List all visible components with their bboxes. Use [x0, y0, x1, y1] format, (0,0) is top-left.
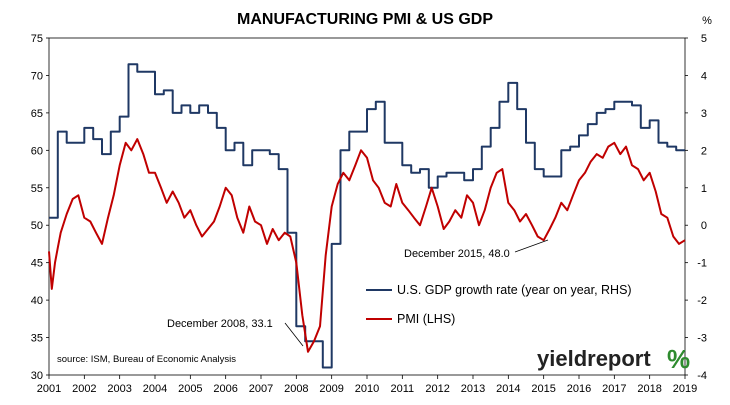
- annotation-text-dec-2008: December 2008, 33.1: [167, 318, 273, 330]
- right-axis: -4 -3 -2 -1 0 1 2 3 4 5: [685, 33, 707, 382]
- x-tick-label: 2013: [461, 383, 485, 395]
- left-tick-label: 70: [31, 70, 43, 82]
- left-tick-label: 40: [31, 295, 43, 307]
- x-axis: 2001 2002 2003 2004 2005 2006 2007 2008 2009 2010…: [37, 375, 697, 395]
- left-tick-label: 65: [31, 108, 43, 120]
- x-tick-label: 2003: [107, 383, 131, 395]
- legend-label-pmi: PMI (LHS): [397, 312, 455, 326]
- left-tick-label: 50: [31, 220, 43, 232]
- gdp-series-line: [49, 63, 685, 369]
- right-tick-label: 0: [701, 220, 707, 232]
- annotation-leader-line: [514, 239, 549, 253]
- left-axis: 30 35 40 45 50 55 60 65 70 75: [31, 33, 49, 382]
- right-tick-label: 2: [701, 145, 707, 157]
- right-tick-label: -2: [697, 295, 707, 307]
- x-tick-label: 2018: [637, 383, 661, 395]
- annotation-leader-line: [284, 322, 304, 347]
- right-tick-label: -4: [697, 370, 707, 382]
- legend-label-gdp: U.S. GDP growth rate (year on year, RHS): [397, 283, 632, 297]
- right-tick-label: 3: [701, 108, 707, 120]
- left-tick-label: 55: [31, 183, 43, 195]
- x-tick-label: 2009: [319, 383, 343, 395]
- x-tick-label: 2012: [425, 383, 449, 395]
- x-tick-label: 2016: [567, 383, 591, 395]
- yieldreport-logo: yieldreport %: [537, 344, 690, 374]
- brand-percent-icon: %: [667, 344, 690, 374]
- left-tick-label: 35: [31, 333, 43, 345]
- x-tick-label: 2001: [37, 383, 61, 395]
- right-tick-label: 1: [701, 183, 707, 195]
- left-tick-label: 30: [31, 370, 43, 382]
- annotation-dec-2015: December 2015, 48.0: [404, 239, 549, 260]
- left-tick-label: 75: [31, 33, 43, 45]
- chart-title: MANUFACTURING PMI & US GDP: [237, 11, 493, 28]
- x-tick-label: 2015: [531, 383, 555, 395]
- x-tick-label: 2011: [391, 383, 415, 395]
- right-axis-unit: %: [702, 15, 712, 27]
- x-tick-label: 2002: [72, 383, 96, 395]
- x-tick-label: 2019: [673, 383, 697, 395]
- x-tick-label: 2010: [355, 383, 379, 395]
- x-tick-label: 2004: [143, 383, 167, 395]
- pmi-series-line: [48, 138, 686, 353]
- x-tick-label: 2014: [496, 383, 520, 395]
- x-tick-label: 2006: [213, 383, 237, 395]
- left-tick-label: 45: [31, 258, 43, 270]
- annotation-dec-2008: December 2008, 33.1: [167, 318, 304, 347]
- x-tick-label: 2008: [284, 383, 308, 395]
- right-tick-label: 4: [701, 70, 707, 82]
- annotation-text-dec-2015: December 2015, 48.0: [404, 248, 510, 260]
- right-tick-label: 5: [701, 33, 707, 45]
- left-tick-label: 60: [31, 145, 43, 157]
- plot-area-frame: [48, 37, 686, 376]
- x-tick-label: 2007: [249, 383, 273, 395]
- brand-text: yieldreport: [537, 346, 651, 371]
- series-layer: [48, 63, 686, 369]
- x-tick-label: 2017: [602, 383, 626, 395]
- x-tick-label: 2005: [178, 383, 202, 395]
- legend: U.S. GDP growth rate (year on year, RHS)…: [366, 283, 632, 326]
- right-tick-label: -1: [697, 258, 707, 270]
- right-tick-label: -3: [697, 333, 707, 345]
- source-note: source: ISM, Bureau of Economic Analysis: [57, 354, 236, 365]
